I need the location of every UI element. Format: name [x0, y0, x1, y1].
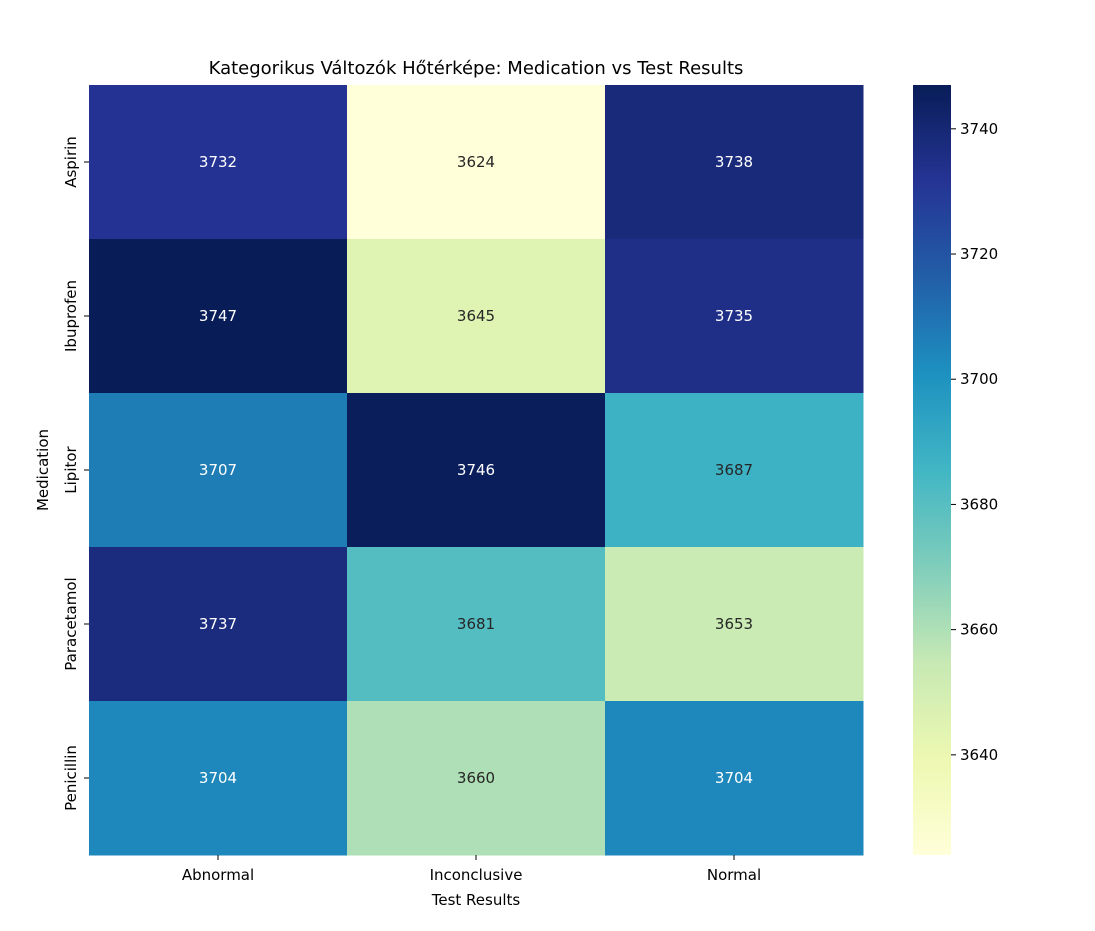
- cell-value-label: 3653: [715, 615, 753, 633]
- heatmap-cell: [89, 701, 348, 856]
- x-tick-label: Normal: [707, 866, 761, 884]
- cell-value-label: 3746: [457, 461, 495, 479]
- y-axis-label: Medication: [34, 429, 52, 511]
- heatmap-cell: [605, 85, 864, 240]
- colorbar-tick-label: 3720: [960, 245, 998, 263]
- cell-value-label: 3707: [199, 461, 237, 479]
- heatmap-cell: [347, 701, 606, 856]
- colorbar-tick-label: 3640: [960, 746, 998, 764]
- y-tick-label: Lipitor: [62, 445, 80, 493]
- heatmap-cell: [605, 393, 864, 548]
- colorbar-tick-label: 3680: [960, 495, 998, 513]
- colorbar-tick-label: 3740: [960, 120, 998, 138]
- y-tick-label: Paracetamol: [62, 577, 80, 670]
- y-tick-label: Aspirin: [62, 136, 80, 188]
- y-axis: Aspirin Ibuprofen Lipitor Paracetamol Penici…: [62, 136, 89, 811]
- y-tick-label: Penicillin: [62, 745, 80, 811]
- heatmap-cell: [605, 239, 864, 394]
- heatmap-cell: [347, 85, 606, 240]
- heatmap-cells: 3732 3624 3738 3747 3645 3735 3707 3746 3687 3737…: [89, 85, 864, 856]
- cell-value-label: 3732: [199, 153, 237, 171]
- x-axis: Abnormal Inconclusive Normal: [182, 855, 761, 884]
- cell-value-label: 3738: [715, 153, 753, 171]
- colorbar-ticks: 3640 3660 3680 3700 3720 3740: [951, 120, 998, 764]
- cell-value-label: 3737: [199, 615, 237, 633]
- cell-value-label: 3687: [715, 461, 753, 479]
- cell-value-label: 3747: [199, 307, 237, 325]
- cell-value-label: 3681: [457, 615, 495, 633]
- cell-value-label: 3704: [199, 769, 237, 787]
- heatmap-cell: [89, 239, 348, 394]
- cell-value-label: 3735: [715, 307, 753, 325]
- colorbar-tick-label: 3660: [960, 621, 998, 639]
- heatmap-cell: [347, 547, 606, 702]
- heatmap-cell: [347, 393, 606, 548]
- x-tick-label: Abnormal: [182, 866, 254, 884]
- y-tick-label: Ibuprofen: [62, 280, 80, 352]
- cell-value-label: 3645: [457, 307, 495, 325]
- chart-title: Kategorikus Változók Hőtérképe: Medicati…: [209, 58, 744, 79]
- cell-value-label: 3624: [457, 153, 495, 171]
- heatmap-cell: [605, 701, 864, 856]
- heatmap-cell: [89, 547, 348, 702]
- heatmap-cell: [89, 85, 348, 240]
- colorbar-tick-label: 3700: [960, 370, 998, 388]
- heatmap-cell: [347, 239, 606, 394]
- cell-value-label: 3660: [457, 769, 495, 787]
- x-tick-label: Inconclusive: [430, 866, 523, 884]
- heatmap-cell: [605, 547, 864, 702]
- heatmap-cell: [89, 393, 348, 548]
- x-axis-label: Test Results: [431, 891, 521, 909]
- cell-value-label: 3704: [715, 769, 753, 787]
- colorbar: [913, 85, 951, 855]
